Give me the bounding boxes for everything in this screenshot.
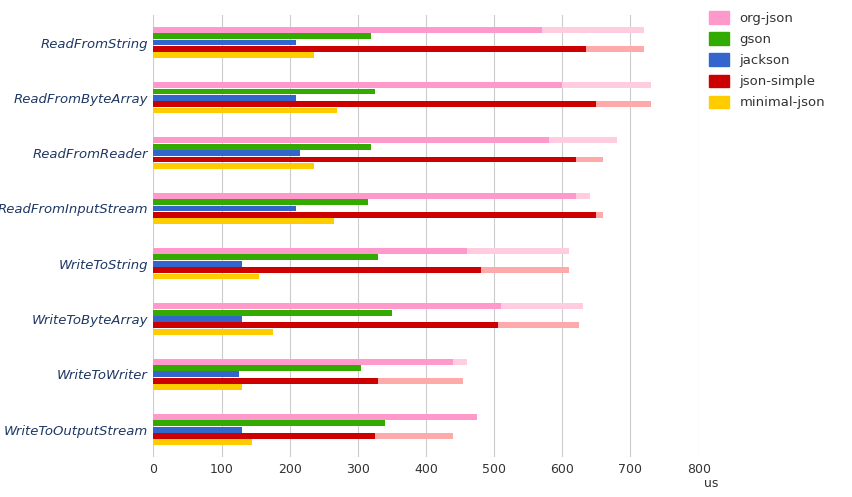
Bar — [153, 82, 651, 88]
Bar — [153, 426, 242, 432]
Bar — [153, 95, 296, 101]
Bar — [153, 212, 596, 218]
Bar — [153, 414, 477, 420]
Bar — [153, 303, 583, 309]
Bar — [153, 433, 375, 439]
Bar — [153, 40, 296, 46]
Bar — [153, 199, 368, 205]
Bar — [153, 138, 617, 143]
Bar — [153, 420, 385, 426]
Bar — [153, 378, 463, 384]
Bar — [153, 329, 273, 334]
Bar — [153, 248, 569, 254]
Bar — [153, 261, 242, 267]
Bar — [153, 52, 314, 58]
Bar — [153, 138, 549, 143]
Text: us: us — [704, 477, 718, 490]
Bar — [153, 316, 242, 322]
Bar — [153, 254, 378, 260]
Bar — [153, 101, 651, 107]
Bar — [153, 303, 501, 309]
Bar — [153, 46, 644, 52]
Bar — [153, 82, 562, 88]
Bar — [153, 371, 239, 377]
Bar — [153, 365, 361, 371]
Bar — [153, 193, 590, 199]
Bar — [153, 359, 467, 364]
Bar — [153, 27, 542, 33]
Bar — [153, 439, 252, 445]
Bar — [153, 193, 576, 199]
Bar — [153, 273, 259, 279]
Bar — [153, 163, 314, 169]
Bar — [153, 384, 242, 390]
Bar — [153, 212, 603, 218]
Bar — [153, 46, 586, 52]
Bar — [153, 267, 481, 273]
Bar — [153, 205, 296, 211]
Bar — [153, 433, 453, 439]
Bar — [153, 218, 334, 224]
Bar — [153, 248, 467, 254]
Bar — [153, 150, 300, 156]
Bar — [153, 267, 569, 273]
Bar — [153, 33, 371, 39]
Bar — [153, 323, 498, 329]
Bar — [153, 144, 371, 150]
Bar — [153, 88, 375, 94]
Bar — [153, 414, 460, 420]
Bar — [153, 108, 337, 113]
Bar — [153, 157, 576, 163]
Bar — [153, 157, 603, 163]
Bar — [153, 310, 392, 316]
Legend: org-json, gson, jackson, json-simple, minimal-json: org-json, gson, jackson, json-simple, mi… — [704, 6, 831, 115]
Bar — [153, 378, 378, 384]
Bar — [153, 323, 579, 329]
Bar — [153, 27, 644, 33]
Bar — [153, 101, 596, 107]
Bar — [153, 359, 453, 364]
